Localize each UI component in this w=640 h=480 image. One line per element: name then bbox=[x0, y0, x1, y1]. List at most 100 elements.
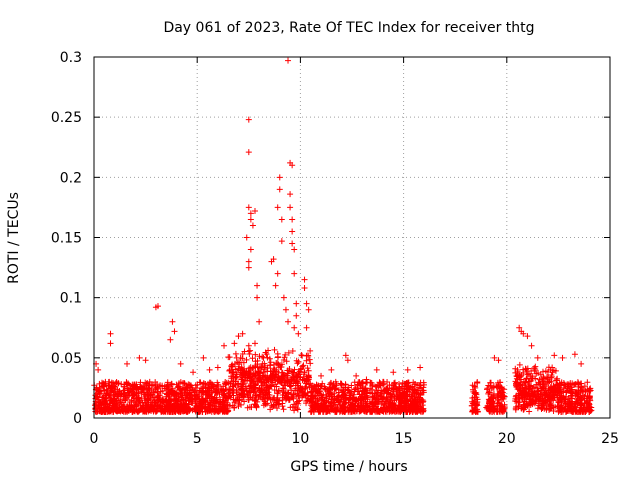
data-point bbox=[358, 396, 365, 403]
data-point bbox=[377, 406, 384, 413]
data-point bbox=[354, 381, 361, 388]
data-point bbox=[412, 381, 419, 388]
data-point bbox=[275, 397, 282, 404]
data-point bbox=[102, 380, 109, 387]
data-point bbox=[257, 374, 264, 381]
data-point bbox=[379, 378, 386, 385]
data-point bbox=[216, 403, 223, 410]
data-point bbox=[187, 384, 194, 391]
data-point bbox=[254, 361, 261, 368]
data-point bbox=[325, 406, 332, 413]
data-point bbox=[363, 376, 370, 383]
data-point bbox=[227, 402, 234, 409]
data-point bbox=[121, 383, 128, 390]
data-point bbox=[280, 371, 287, 378]
data-point bbox=[301, 371, 308, 378]
data-point bbox=[246, 389, 253, 396]
data-point bbox=[131, 382, 138, 389]
data-point bbox=[278, 238, 285, 245]
data-point bbox=[222, 380, 229, 387]
data-point bbox=[226, 354, 233, 361]
data-point bbox=[289, 228, 296, 235]
data-point bbox=[128, 402, 135, 409]
data-point bbox=[490, 405, 497, 412]
data-point bbox=[226, 367, 233, 374]
grid-lines bbox=[94, 57, 610, 418]
data-point bbox=[173, 381, 180, 388]
data-point bbox=[254, 282, 261, 289]
data-point bbox=[565, 399, 572, 406]
data-point bbox=[183, 408, 190, 415]
data-point bbox=[534, 388, 541, 395]
data-point bbox=[303, 300, 310, 307]
data-point bbox=[574, 389, 581, 396]
data-point bbox=[170, 408, 177, 415]
data-point bbox=[279, 373, 286, 380]
data-point bbox=[306, 356, 313, 363]
data-point bbox=[150, 395, 157, 402]
data-point bbox=[359, 395, 366, 402]
data-point bbox=[274, 350, 281, 357]
data-point bbox=[185, 401, 192, 408]
data-point bbox=[108, 405, 115, 412]
data-point bbox=[262, 400, 269, 407]
data-point bbox=[469, 408, 476, 415]
data-point bbox=[205, 384, 212, 391]
data-point bbox=[393, 396, 400, 403]
data-point bbox=[118, 381, 125, 388]
data-point bbox=[165, 390, 172, 397]
data-point bbox=[289, 347, 296, 354]
data-point bbox=[235, 400, 242, 407]
data-point bbox=[584, 392, 591, 399]
data-point bbox=[121, 390, 128, 397]
data-point bbox=[295, 380, 302, 387]
data-point bbox=[342, 381, 349, 388]
data-point bbox=[584, 406, 591, 413]
data-point bbox=[383, 405, 390, 412]
data-point bbox=[169, 318, 176, 325]
data-point bbox=[580, 403, 587, 410]
data-point bbox=[549, 369, 556, 376]
data-point bbox=[328, 366, 335, 373]
data-point bbox=[157, 405, 164, 412]
data-point bbox=[234, 359, 241, 366]
data-point bbox=[327, 403, 334, 410]
data-point bbox=[235, 380, 242, 387]
data-point bbox=[239, 374, 246, 381]
data-point bbox=[300, 362, 307, 369]
data-point bbox=[214, 364, 221, 371]
data-point bbox=[581, 400, 588, 407]
data-point bbox=[229, 378, 236, 385]
data-point bbox=[547, 374, 554, 381]
data-point bbox=[333, 408, 340, 415]
data-point bbox=[375, 396, 382, 403]
x-tick-label: 15 bbox=[395, 431, 413, 447]
data-point bbox=[372, 403, 379, 410]
data-point bbox=[520, 330, 527, 337]
data-point bbox=[529, 373, 536, 380]
data-point bbox=[538, 397, 545, 404]
data-point bbox=[288, 378, 295, 385]
data-point bbox=[537, 391, 544, 398]
data-point bbox=[571, 351, 578, 358]
data-point bbox=[495, 381, 502, 388]
data-point bbox=[95, 366, 102, 373]
data-point bbox=[546, 385, 553, 392]
data-point bbox=[260, 368, 267, 375]
data-point bbox=[495, 357, 502, 364]
data-point bbox=[238, 364, 245, 371]
data-point bbox=[534, 385, 541, 392]
data-point bbox=[474, 398, 481, 405]
data-point bbox=[405, 406, 412, 413]
data-point bbox=[255, 377, 262, 384]
data-point bbox=[315, 408, 322, 415]
data-point bbox=[334, 397, 341, 404]
data-point bbox=[303, 324, 310, 331]
data-point bbox=[276, 174, 283, 181]
data-point bbox=[483, 404, 490, 411]
data-point bbox=[524, 402, 531, 409]
data-point bbox=[403, 383, 410, 390]
data-point bbox=[306, 398, 313, 405]
data-point bbox=[270, 395, 277, 402]
data-point bbox=[404, 366, 411, 373]
